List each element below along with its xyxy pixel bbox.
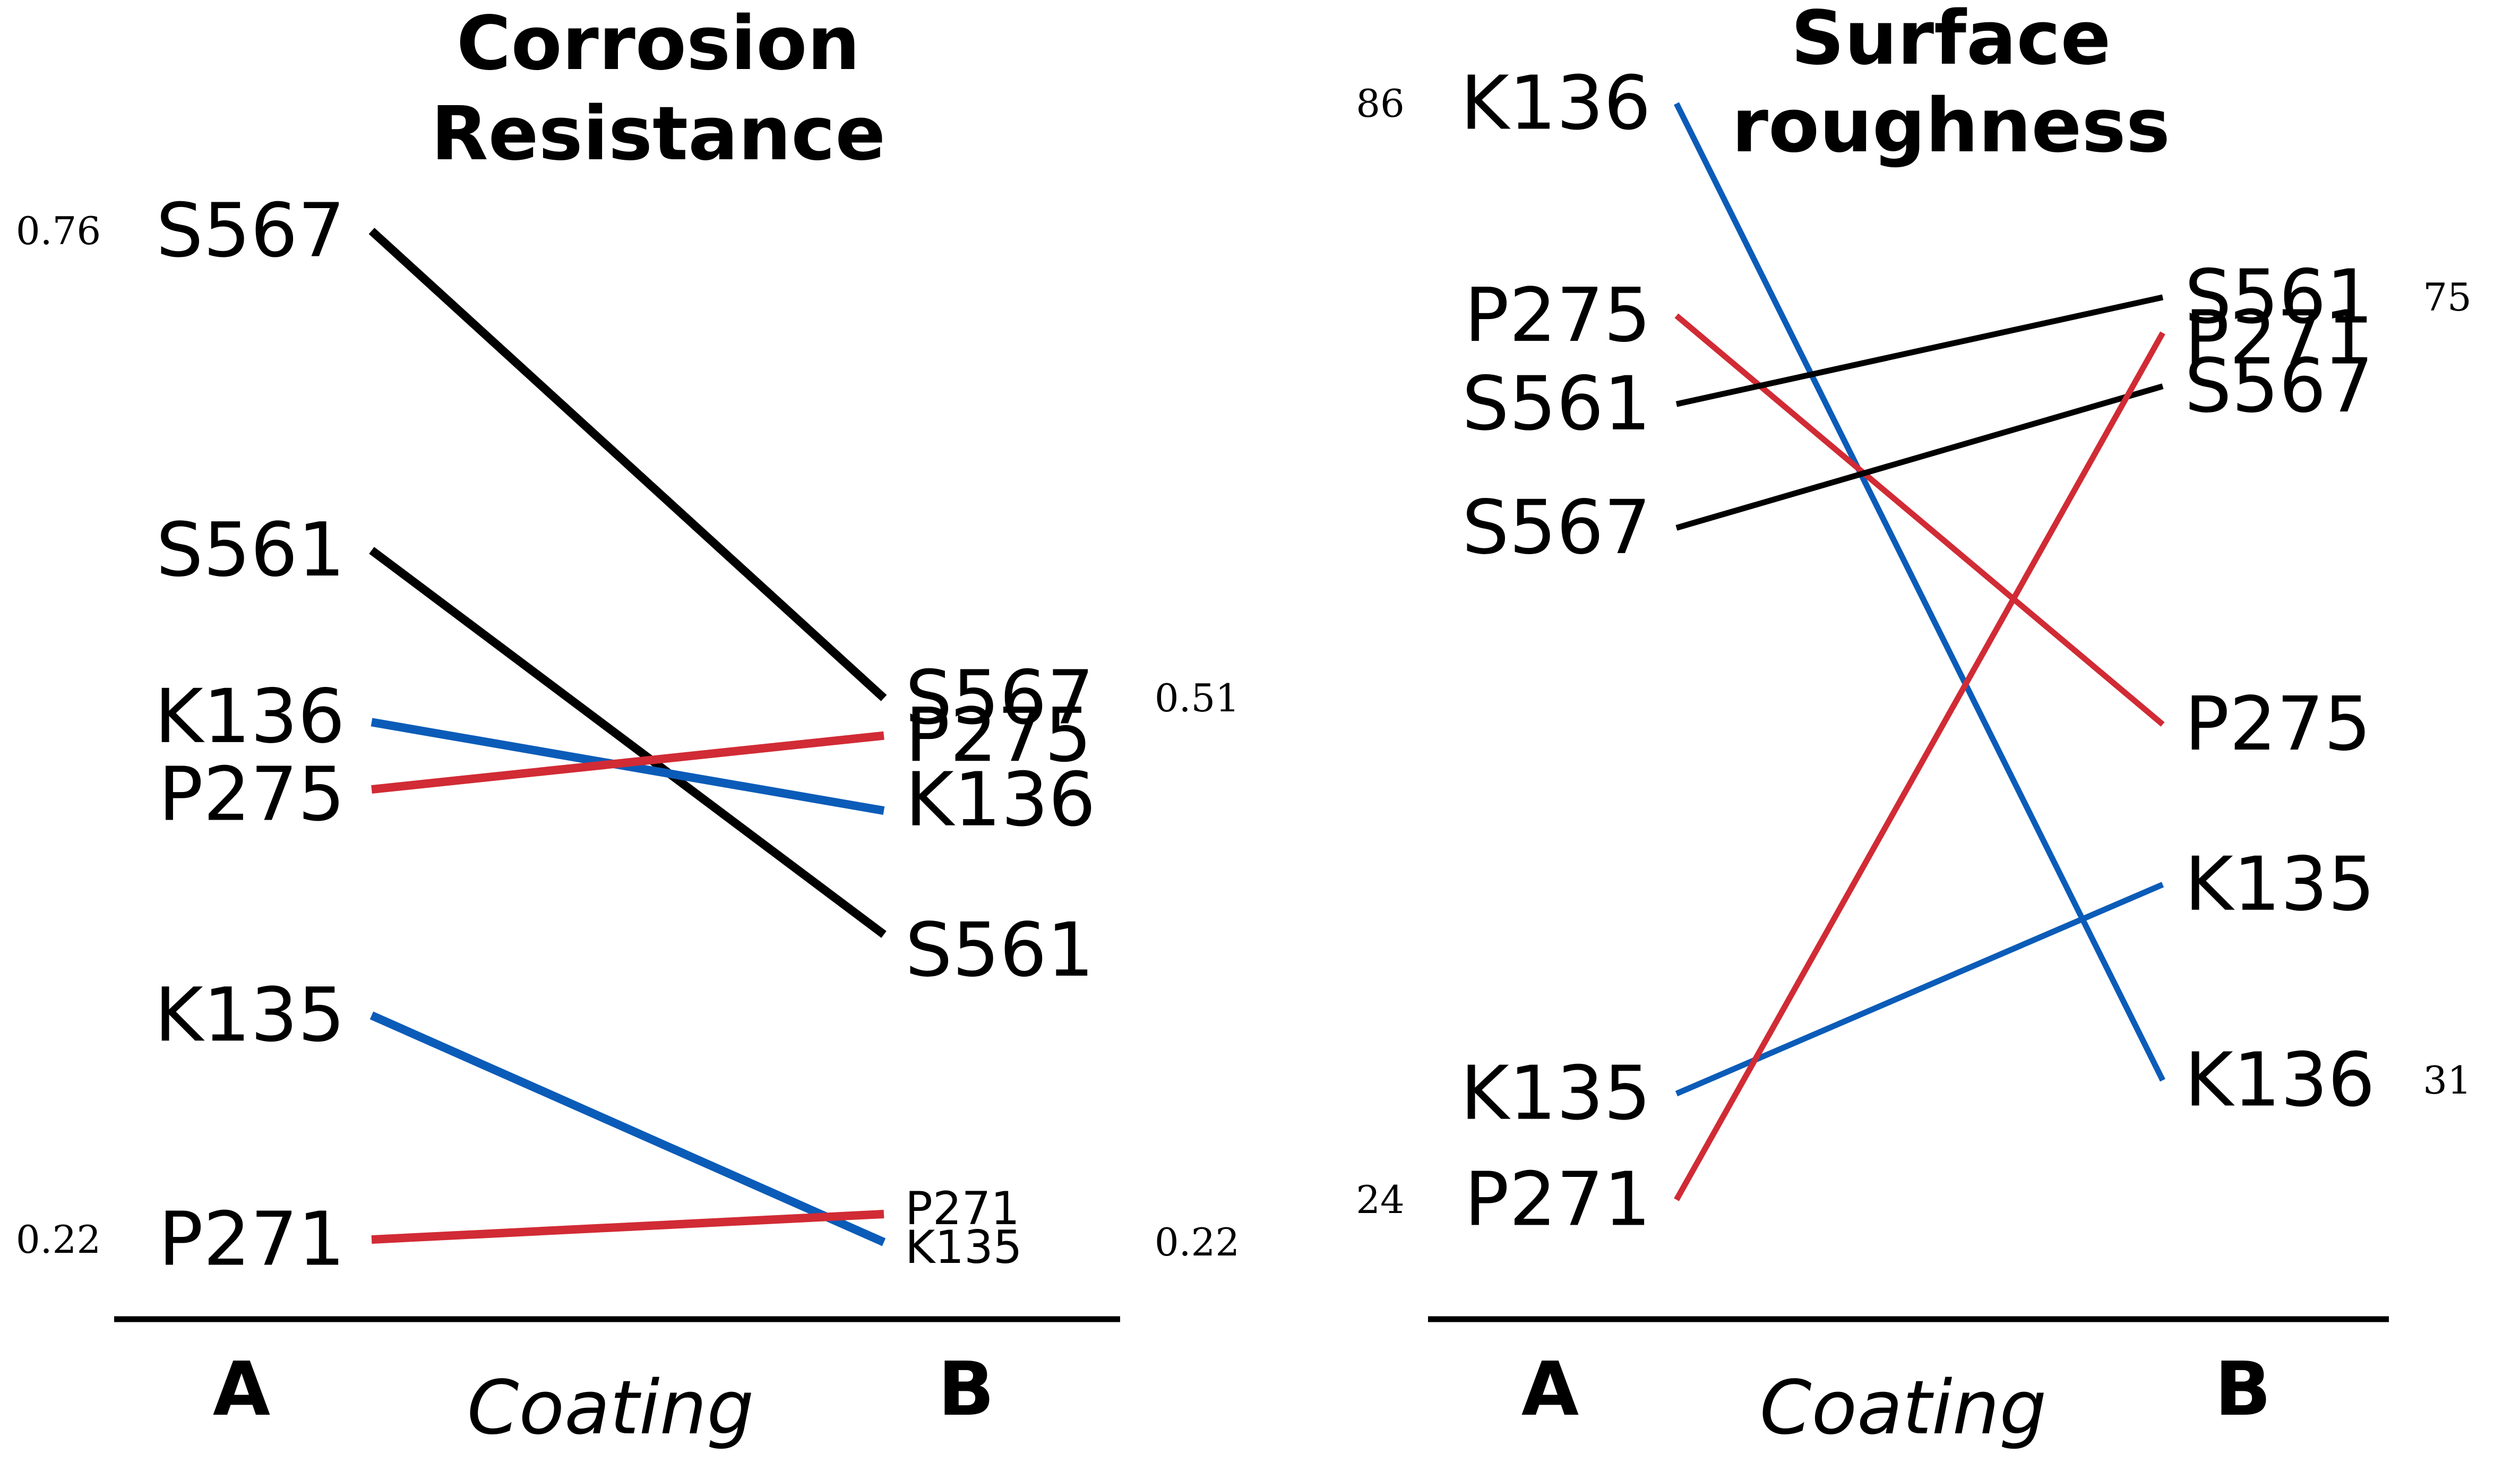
left-max-value: 0.76 — [16, 209, 101, 253]
right-min-value: 0.22 — [1155, 1220, 1240, 1264]
label-right-p275: P275 — [905, 692, 1092, 779]
chart-title-line-2: Resistance — [431, 91, 885, 177]
right-max-value: 75 — [2423, 275, 2472, 320]
label-right-s567: S567 — [2184, 343, 2373, 429]
label-right-p275: P275 — [2184, 681, 2371, 768]
series-line-s561 — [369, 547, 887, 938]
series-line-s567 — [368, 228, 887, 701]
label-right-s567: S567 — [905, 655, 1094, 742]
label-right-p271: P271 — [905, 1182, 1020, 1235]
left-max-value: 86 — [1356, 81, 1405, 126]
label-left-s561: S561 — [156, 507, 345, 593]
label-left-s567: S567 — [1462, 485, 1651, 571]
panel-surface-roughness: SurfaceroughnessK136K136P275P275S561S561… — [1356, 0, 2472, 1451]
x-tick-label-a: A — [213, 1346, 270, 1433]
left-min-value: 0.22 — [16, 1217, 101, 1262]
label-left-p271: P271 — [1464, 1157, 1651, 1243]
label-left-k136: K136 — [1460, 61, 1651, 147]
label-right-p271: P271 — [2184, 295, 2371, 382]
x-tick-label-b: B — [2215, 1346, 2272, 1433]
label-left-k135: K135 — [154, 972, 345, 1059]
x-tick-label-a: A — [1521, 1346, 1579, 1433]
chart-title-line-1: Corrosion — [457, 1, 860, 87]
series-line-p275 — [371, 731, 884, 794]
x-tick-label-b: B — [938, 1346, 995, 1433]
series-line-s567 — [1675, 383, 2164, 531]
series-line-s561 — [1675, 294, 2164, 407]
label-right-s561: S561 — [2184, 254, 2373, 341]
label-left-k136: K136 — [154, 674, 345, 760]
label-left-p271: P271 — [158, 1197, 345, 1283]
label-left-p275: P275 — [1464, 272, 1651, 359]
label-right-k135: K135 — [905, 1221, 1022, 1274]
series-line-k135 — [369, 1011, 886, 1246]
label-left-s561: S561 — [1462, 361, 1651, 448]
label-right-k136: K136 — [2184, 1037, 2375, 1124]
label-right-k136: K136 — [905, 757, 1096, 844]
x-axis-label: Coating — [467, 1365, 754, 1451]
label-left-p275: P275 — [158, 752, 345, 838]
series-line-p275 — [1674, 313, 2165, 727]
chart-title-line-1: Surface — [1791, 0, 2111, 82]
chart-title-line-2: roughness — [1732, 83, 2170, 169]
label-left-s567: S567 — [156, 188, 345, 274]
right-min-value: 31 — [2423, 1058, 2472, 1103]
left-min-value: 24 — [1356, 1177, 1405, 1222]
series-line-p271 — [371, 1209, 884, 1244]
series-line-k135 — [1675, 882, 2164, 1097]
right-max-value: 0.51 — [1155, 676, 1240, 720]
series-line-k136 — [1674, 102, 2165, 1082]
label-right-k135: K135 — [2184, 841, 2375, 928]
label-left-k135: K135 — [1460, 1051, 1651, 1137]
x-axis-label: Coating — [1760, 1365, 2047, 1451]
series-line-p271 — [1674, 331, 2165, 1201]
label-right-s561: S561 — [905, 907, 1094, 994]
